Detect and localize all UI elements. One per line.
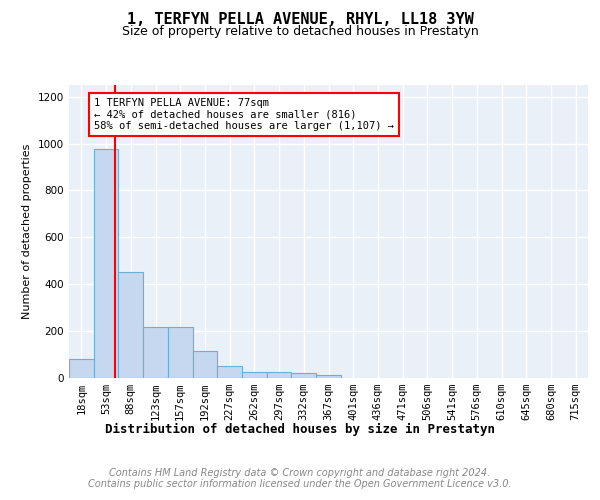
Bar bbox=[316, 374, 341, 378]
Bar bbox=[193, 350, 217, 378]
Bar bbox=[292, 374, 316, 378]
Y-axis label: Number of detached properties: Number of detached properties bbox=[22, 144, 32, 319]
Bar bbox=[143, 327, 168, 378]
Text: Size of property relative to detached houses in Prestatyn: Size of property relative to detached ho… bbox=[122, 25, 478, 38]
Text: 1 TERFYN PELLA AVENUE: 77sqm
← 42% of detached houses are smaller (816)
58% of s: 1 TERFYN PELLA AVENUE: 77sqm ← 42% of de… bbox=[94, 98, 394, 131]
Bar bbox=[94, 150, 118, 378]
Text: Contains HM Land Registry data © Crown copyright and database right 2024.
Contai: Contains HM Land Registry data © Crown c… bbox=[88, 468, 512, 489]
Bar bbox=[168, 327, 193, 378]
Bar bbox=[217, 366, 242, 378]
Text: 1, TERFYN PELLA AVENUE, RHYL, LL18 3YW: 1, TERFYN PELLA AVENUE, RHYL, LL18 3YW bbox=[127, 12, 473, 28]
Bar bbox=[242, 372, 267, 378]
Bar bbox=[69, 359, 94, 378]
Bar bbox=[267, 372, 292, 378]
Bar bbox=[118, 272, 143, 378]
Text: Distribution of detached houses by size in Prestatyn: Distribution of detached houses by size … bbox=[105, 422, 495, 436]
